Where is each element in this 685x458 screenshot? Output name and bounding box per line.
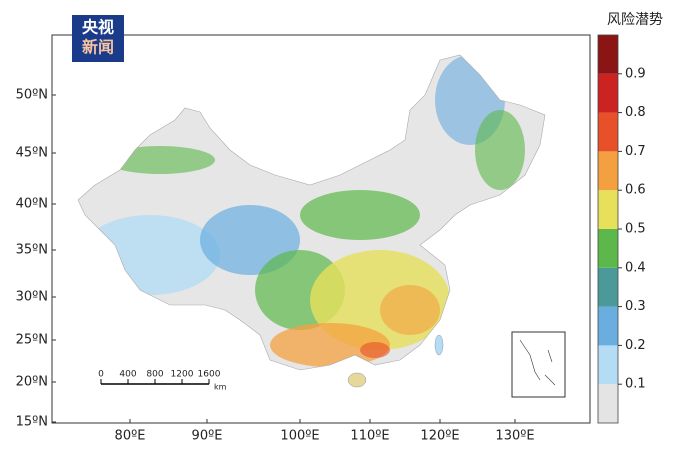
logo-box [72, 15, 124, 62]
scale-label: 800 [146, 370, 163, 380]
colorbar-label: 0.7 [625, 144, 646, 159]
colorbar-label: 0.9 [625, 66, 646, 81]
dynamic-layer: 50ºN 45ºN 40ºN 35ºN 30ºN 25ºN 20ºN 15ºN 80ºE 90ºE… [16, 34, 646, 444]
color-bin [598, 112, 618, 152]
lat-label: 35ºN [16, 243, 48, 258]
lat-label: 45ºN [16, 146, 48, 161]
color-bin [598, 229, 618, 268]
scale-unit: km [214, 383, 227, 392]
legend-title: 风险潜势 [607, 12, 663, 28]
logo-text: 新闻 [82, 38, 114, 57]
color-bin [598, 151, 618, 191]
color-bin [598, 345, 618, 385]
color-bin [598, 384, 618, 423]
inset-islands [519, 339, 556, 386]
color-bin [598, 306, 618, 346]
color-bin [598, 267, 618, 307]
inset-box [511, 331, 566, 398]
lon-label: 120ºE [420, 429, 459, 444]
lon-label: 80ºE [115, 429, 146, 444]
lat-label: 20ºN [16, 375, 48, 390]
lon-label: 90ºE [192, 429, 223, 444]
color-bin [598, 35, 618, 74]
colorbar-label: 0.3 [625, 299, 646, 314]
taiwan [434, 334, 444, 356]
scale-label: 1600 [198, 370, 221, 380]
logo-text: 央视 [82, 18, 114, 37]
hainan [347, 372, 367, 388]
colorbar-label: 0.4 [625, 260, 646, 275]
lon-label: 110ºE [350, 429, 389, 444]
lat-label: 40ºN [16, 197, 48, 212]
lat-label: 15ºN [16, 415, 48, 430]
colorbar-label: 0.6 [625, 183, 646, 198]
colorbar-label: 0.5 [625, 222, 646, 237]
lat-label: 50ºN [16, 88, 48, 103]
colorbar-label: 0.8 [625, 105, 646, 120]
scale-label: 400 [119, 370, 136, 380]
scale-label: 0 [98, 370, 104, 380]
lat-label: 30ºN [16, 290, 48, 305]
lat-label: 25ºN [16, 333, 48, 348]
lon-label: 100ºE [280, 429, 319, 444]
colorbar-label: 0.2 [625, 338, 646, 353]
scale-label: 1200 [171, 370, 194, 380]
colorbar-label: 0.1 [625, 377, 646, 392]
color-bin [598, 190, 618, 229]
lon-label: 130ºE [495, 429, 534, 444]
color-bin [598, 73, 618, 113]
